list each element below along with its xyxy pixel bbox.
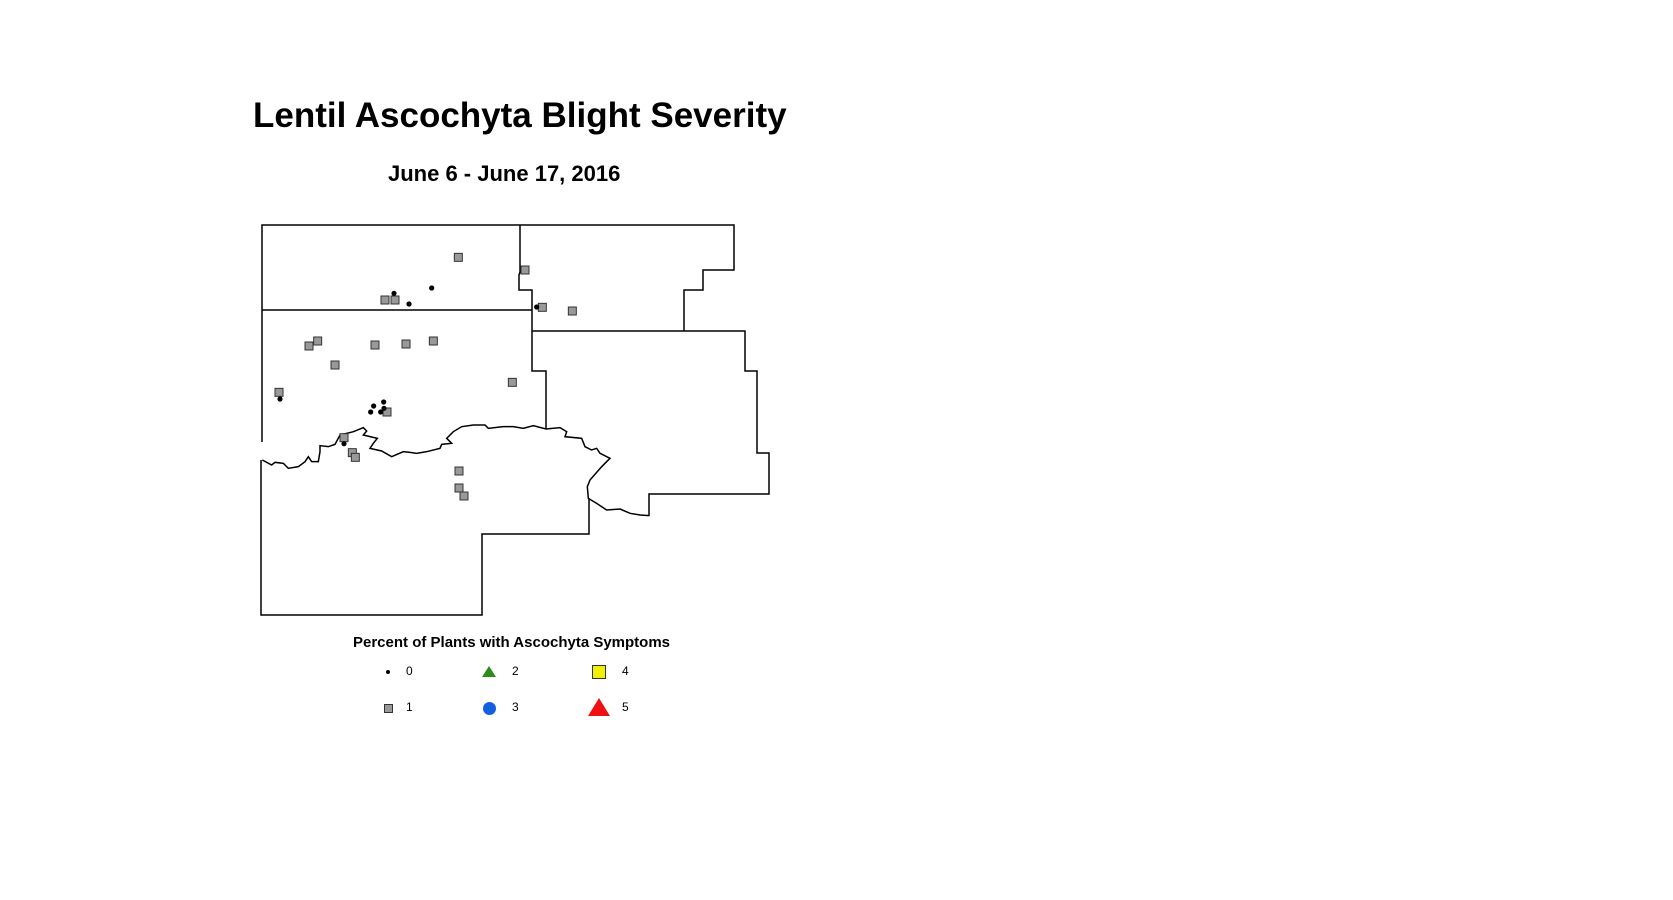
boundary-north <box>261 224 735 442</box>
site-marker-0 <box>381 399 387 405</box>
site-marker-1 <box>459 491 469 501</box>
boundary-east <box>532 330 770 516</box>
triangle-icon <box>482 666 496 677</box>
site-marker-1 <box>274 387 284 397</box>
site-marker-1 <box>567 306 577 316</box>
circle-icon <box>483 702 496 715</box>
site-marker-0 <box>341 441 347 447</box>
site-marker-1 <box>454 466 464 476</box>
site-marker-1 <box>401 339 411 349</box>
site-marker-0 <box>391 290 397 296</box>
site-marker-0 <box>381 405 387 411</box>
site-marker-1 <box>339 433 349 443</box>
map-title: Lentil Ascochyta Blight Severity <box>253 96 787 135</box>
site-marker-1 <box>350 452 360 462</box>
site-marker-1 <box>370 340 380 350</box>
survey-sites <box>274 252 577 501</box>
county-boundaries <box>260 224 770 616</box>
site-marker-1 <box>507 377 517 387</box>
boundary-south <box>260 460 590 616</box>
site-marker-1 <box>428 336 438 346</box>
triangle-icon <box>588 698 610 716</box>
site-marker-1 <box>454 483 464 493</box>
site-marker-0 <box>429 285 435 291</box>
site-marker-1 <box>313 336 323 346</box>
legend-title: Percent of Plants with Ascochyta Symptom… <box>353 634 671 651</box>
site-marker-0 <box>534 304 540 310</box>
site-marker-1 <box>520 265 530 275</box>
square-icon <box>384 704 393 713</box>
site-marker-1 <box>390 295 400 305</box>
site-marker-1 <box>330 360 340 370</box>
site-marker-1 <box>380 295 390 305</box>
river <box>261 424 650 517</box>
site-marker-0 <box>406 301 412 307</box>
boundary-county-line-2 <box>518 225 547 429</box>
dot-icon <box>386 670 390 674</box>
square-icon <box>592 665 606 679</box>
site-marker-1 <box>304 341 314 351</box>
map-subtitle: June 6 - June 17, 2016 <box>388 161 621 186</box>
site-marker-0 <box>378 409 384 415</box>
site-marker-0 <box>277 396 283 402</box>
site-marker-1 <box>453 252 463 262</box>
site-marker-1 <box>537 302 547 312</box>
site-marker-0 <box>368 409 374 415</box>
site-marker-0 <box>371 403 377 409</box>
